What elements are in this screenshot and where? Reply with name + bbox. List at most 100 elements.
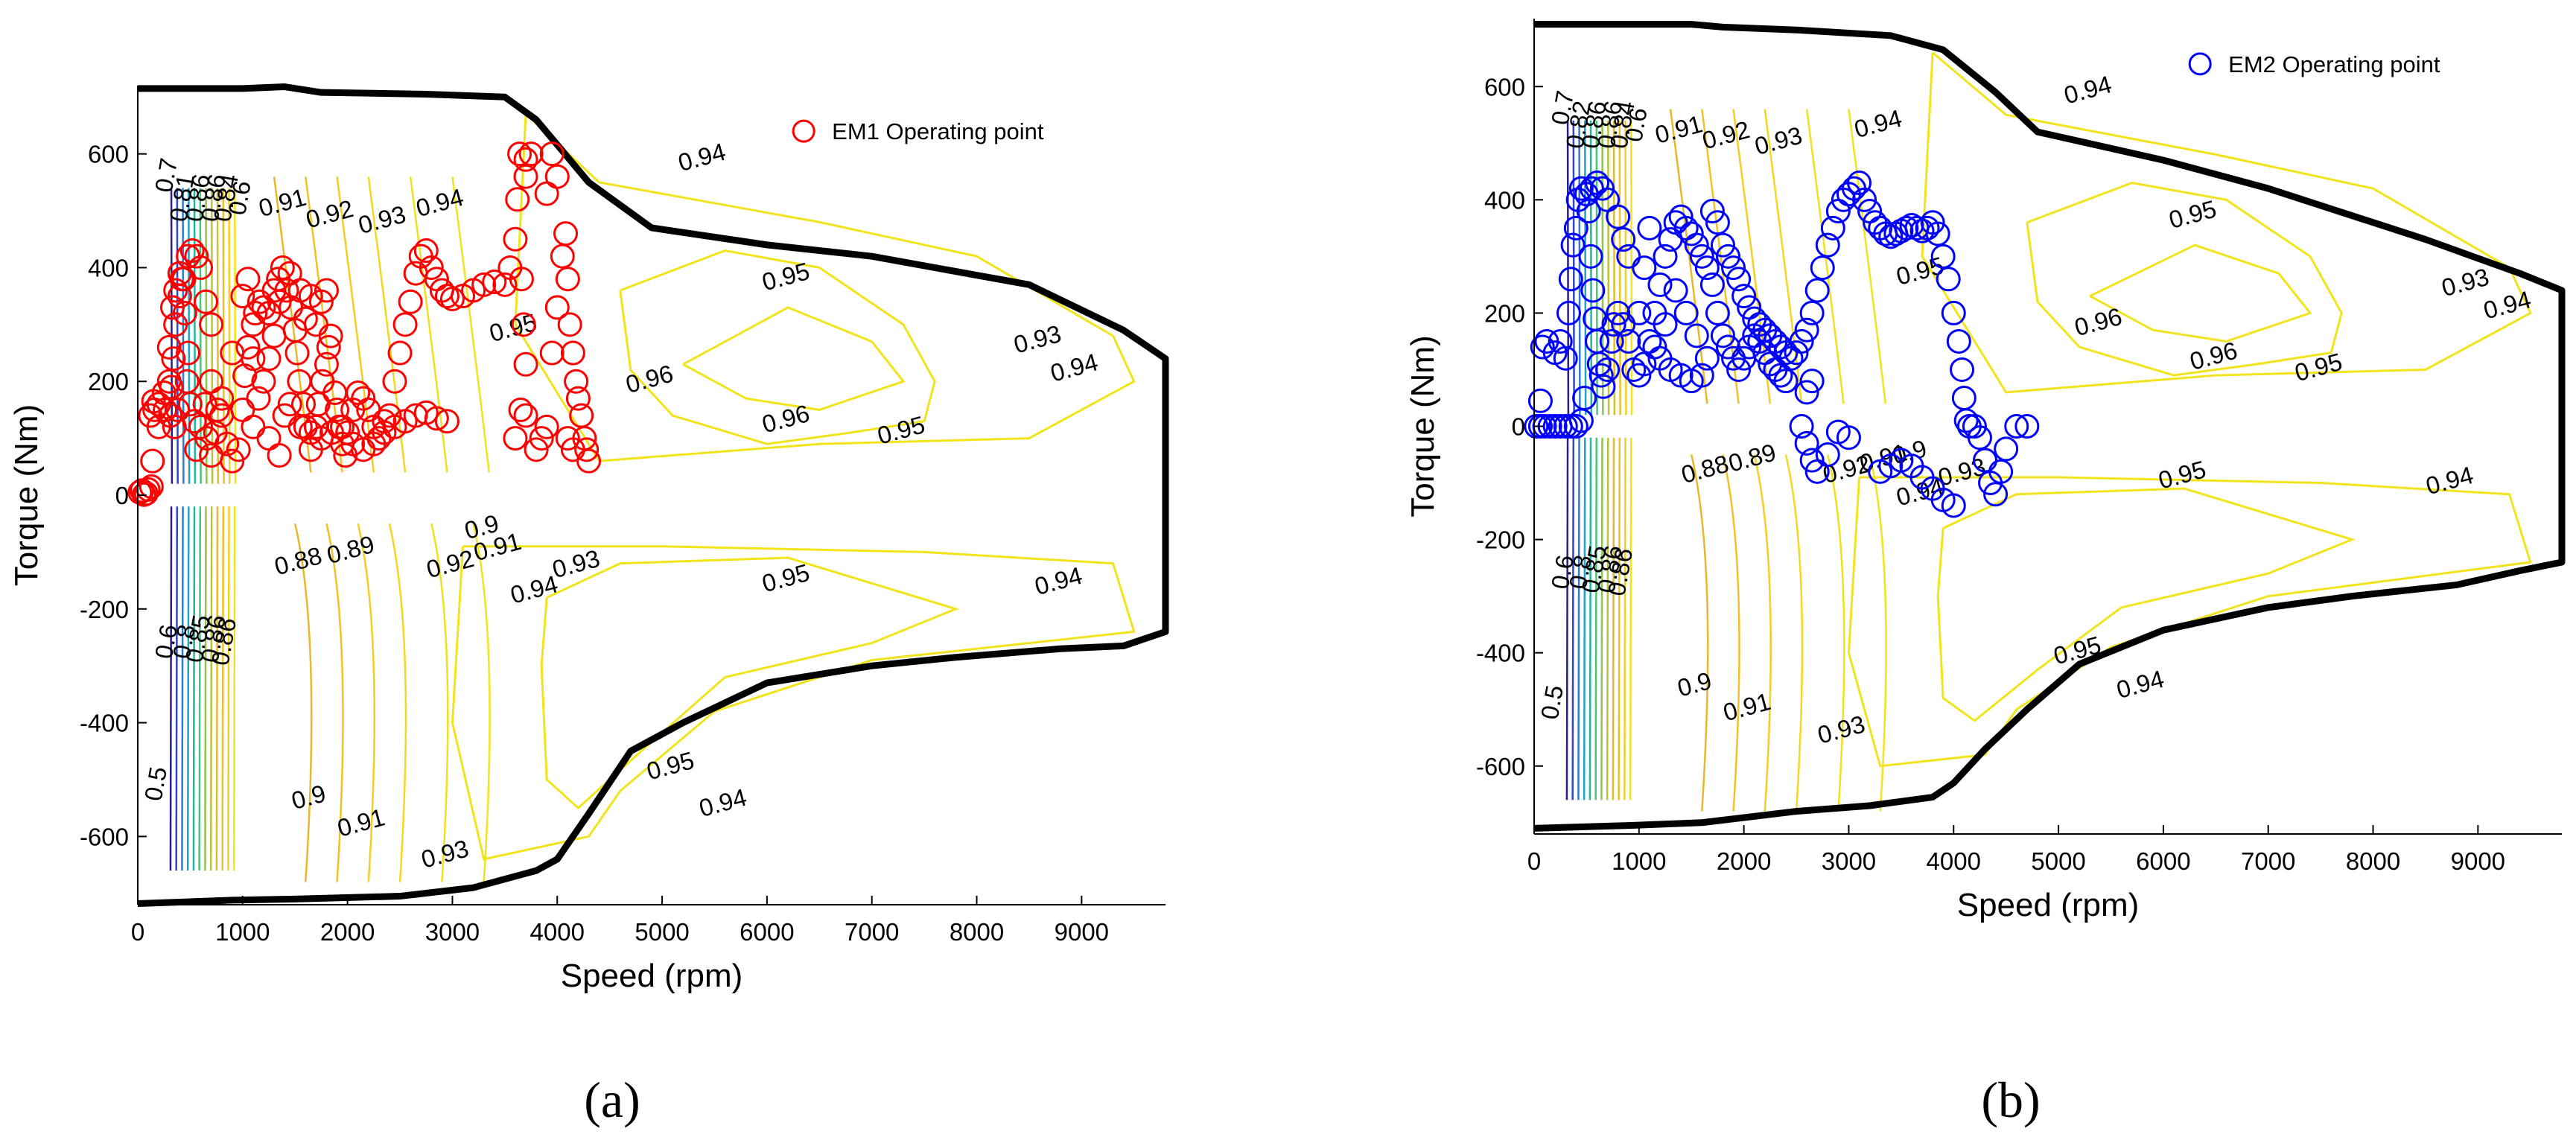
operating-point	[1556, 300, 1581, 325]
operating-point	[1815, 232, 1840, 258]
contour-line	[1565, 437, 1569, 800]
contour-line	[1764, 109, 1803, 404]
caption-a: (a)	[584, 1072, 640, 1128]
contour-label: 0.93	[1815, 710, 1869, 748]
operating-point	[1953, 408, 1979, 433]
operating-point	[1820, 215, 1845, 241]
contour-label: 0.91	[1652, 109, 1705, 148]
contour-line	[199, 188, 202, 484]
operating-point	[1946, 328, 1971, 354]
contour-line	[325, 523, 344, 882]
operating-point	[1847, 171, 1872, 196]
operating-point	[243, 301, 268, 326]
operating-point	[1920, 210, 1945, 235]
operating-point	[1673, 300, 1699, 325]
operating-point	[513, 147, 538, 172]
operating-point	[1588, 363, 1614, 388]
contour-label: 0.91	[1720, 687, 1774, 726]
y-tick-label: 0	[1512, 413, 1525, 441]
caption-b: (b)	[1981, 1072, 2040, 1128]
operating-point	[1572, 385, 1597, 410]
operating-point	[544, 164, 570, 189]
operating-point	[1647, 272, 1673, 297]
operating-point	[284, 340, 310, 366]
operating-point	[1825, 419, 1851, 445]
operating-point	[1794, 380, 1819, 405]
operating-point	[1710, 323, 1735, 348]
operating-point	[1894, 215, 1919, 241]
contour-line	[1606, 437, 1609, 800]
operating-point	[382, 369, 407, 394]
contour-label: 0.95	[2155, 455, 2209, 494]
contour-label: 0.9	[288, 779, 328, 815]
operating-point	[1950, 357, 1975, 382]
operating-point	[1789, 414, 1814, 439]
contour-label: 0.92	[1699, 115, 1753, 154]
operating-point	[1804, 278, 1830, 303]
operating-point	[199, 312, 224, 337]
y-tick-label: -600	[80, 823, 129, 850]
operating-point	[251, 369, 276, 394]
y-tick-label: 200	[1484, 299, 1525, 327]
operating-point	[139, 474, 164, 500]
operating-point	[205, 397, 230, 422]
operating-point	[1804, 459, 1830, 484]
operating-point	[177, 392, 203, 417]
contour-line	[1612, 437, 1615, 800]
operating-point	[267, 443, 292, 468]
legend-label: EM2 Operating point	[2228, 51, 2440, 77]
operating-point	[226, 437, 251, 462]
operating-point	[163, 312, 188, 337]
x-tick-label: 8000	[2346, 847, 2400, 875]
operating-point	[1705, 210, 1730, 235]
operating-point	[511, 312, 536, 337]
y-tick-label: -400	[1476, 640, 1525, 667]
operating-point	[1773, 369, 1799, 394]
operating-point	[1599, 328, 1624, 354]
operating-point	[1705, 300, 1730, 325]
contour-line	[227, 506, 230, 871]
operating-point	[507, 141, 532, 167]
operating-point	[377, 403, 402, 428]
operating-point	[1616, 328, 1641, 354]
operating-point	[1726, 357, 1752, 382]
operating-point	[1742, 306, 1767, 331]
contour-line-0.95	[1936, 487, 2356, 722]
operating-point	[1689, 243, 1714, 269]
contour-label: 0.89	[1726, 438, 1779, 477]
operating-point	[434, 409, 459, 434]
y-tick-label: -600	[1476, 753, 1525, 780]
x-tick-label: 3000	[1822, 847, 1876, 875]
operating-point	[534, 181, 559, 206]
operating-point	[325, 397, 350, 422]
operating-point	[529, 426, 554, 451]
contour-label: 0.6	[150, 623, 182, 661]
y-tick-label: 200	[88, 368, 129, 395]
operating-point	[1852, 187, 1877, 212]
operating-point	[2004, 414, 2029, 439]
contour-line	[204, 506, 207, 871]
operating-point	[167, 284, 192, 309]
contour-line	[193, 188, 197, 484]
operating-point	[555, 267, 580, 292]
operating-point	[1590, 176, 1615, 201]
operating-point	[314, 278, 339, 303]
operating-point	[316, 334, 341, 360]
operating-point	[146, 392, 171, 417]
operating-point	[424, 406, 449, 431]
contour-label: 0.94	[2114, 665, 2167, 704]
operating-point	[1530, 334, 1555, 360]
contour-label: 0.94	[2423, 461, 2476, 500]
operating-point	[1694, 346, 1720, 371]
operating-point	[553, 221, 579, 246]
contour-line-0.95	[2026, 181, 2343, 377]
operating-point	[230, 284, 255, 309]
operating-point	[1936, 267, 1961, 292]
operating-point	[176, 243, 201, 269]
operating-point	[1637, 215, 1662, 241]
operating-point	[1941, 300, 1966, 325]
operating-point	[387, 340, 413, 366]
contour-line-0.96	[682, 306, 906, 411]
contour-line	[1669, 109, 1708, 404]
